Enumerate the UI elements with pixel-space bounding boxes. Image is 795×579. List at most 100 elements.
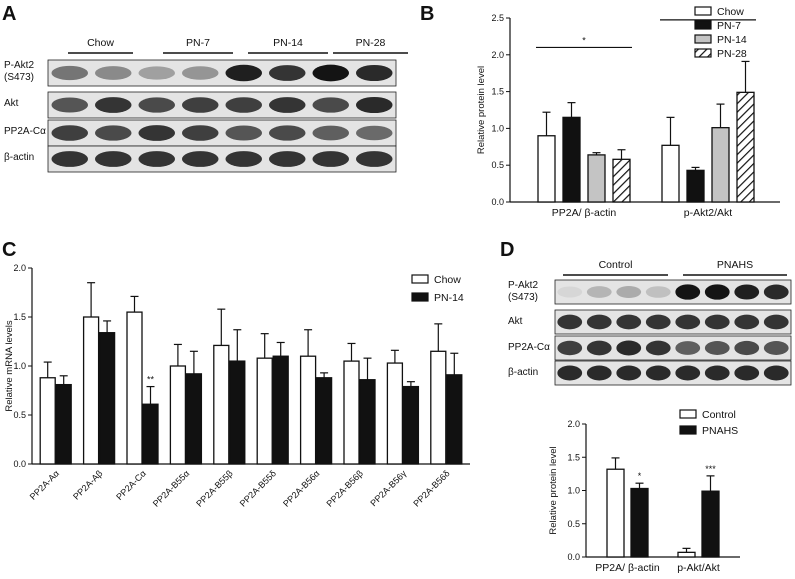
x-tick-label: PP2A/ β-actin [552, 207, 617, 219]
blot-band [225, 64, 263, 82]
blot-rows: Control PNAHS P-Akt2(S473) Akt PP2A-Cα β-acti… [508, 259, 792, 386]
bar [299, 355, 317, 465]
blot-band [557, 340, 583, 356]
blot-band [763, 284, 789, 300]
blot-band [181, 97, 219, 113]
bar-chart-d: 0.0 0.5 1.0 1.5 2.0 Relative protein level PP2… [548, 409, 740, 574]
blot-band [94, 97, 132, 113]
bar [169, 365, 187, 465]
bar [359, 379, 376, 465]
y-axis-title: Relative mRNA levels [4, 320, 15, 412]
blot-band [94, 125, 132, 141]
blot-row-label: β-actin [4, 152, 34, 163]
blot-band [268, 65, 306, 81]
bar [256, 357, 273, 465]
blot-row-label-sub: (S473) [4, 72, 34, 83]
bar [386, 362, 404, 465]
legend-swatch [411, 292, 429, 302]
blot-band [94, 151, 132, 167]
blot-band [586, 340, 612, 356]
blot-band [557, 365, 583, 381]
blot-row-label-sub: (S473) [508, 292, 538, 303]
blot-band [734, 314, 760, 330]
legend-label: Chow [434, 274, 461, 286]
blot-band [586, 314, 612, 330]
bar [701, 490, 720, 558]
bar [587, 154, 606, 203]
blot-band [181, 66, 219, 80]
blot-band [675, 284, 701, 300]
blot-band [355, 151, 393, 167]
blot-band [312, 97, 350, 113]
x-tick-label: p-Akt/Akt [677, 562, 720, 574]
blot-band [51, 125, 89, 141]
bar [402, 385, 420, 465]
x-tick-label: PP2A-Aβ [71, 468, 104, 501]
blot-band [138, 151, 176, 167]
bar [98, 332, 116, 465]
y-tick-label: 1.5 [567, 452, 580, 462]
bar [55, 383, 72, 465]
x-tick-label: PP2A-B55β [194, 468, 234, 508]
y-tick-label: 2.0 [13, 263, 26, 273]
group-label: PN-28 [356, 37, 386, 49]
blot-band [138, 97, 176, 113]
y-tick-label: 1.5 [491, 87, 504, 97]
y-tick-label: 0.0 [13, 459, 26, 469]
bar [229, 360, 246, 465]
blot-row-label: PP2A-Cα [4, 126, 46, 137]
legend-swatch [679, 409, 697, 419]
x-tick-label: p-Akt2/Akt [684, 207, 733, 219]
blot-band [355, 96, 393, 114]
bar [711, 127, 730, 203]
group-label: Chow [87, 37, 114, 49]
bar [430, 350, 447, 465]
blot-band [355, 64, 393, 82]
y-tick-label: 1.0 [491, 123, 504, 133]
legend-label: PN-7 [717, 20, 741, 32]
y-tick-label: 0.5 [567, 519, 580, 529]
blot-band [138, 125, 176, 141]
blot-band [734, 365, 760, 381]
group-label: PN-14 [273, 37, 303, 49]
blot-band [763, 314, 789, 330]
blot-band [704, 365, 730, 381]
bar [677, 551, 696, 558]
x-tick-label: PP2A/ β-actin [595, 562, 660, 574]
blot-band [763, 341, 789, 355]
significance-mark: * [638, 471, 642, 481]
x-tick-label: PP2A-B55α [151, 468, 191, 508]
y-tick-label: 0.5 [13, 410, 26, 420]
x-tick-label: PP2A-Aα [28, 468, 61, 501]
legend-label: PN-14 [434, 292, 464, 304]
y-tick-label: 0.0 [491, 197, 504, 207]
bar-chart-c: 0.0 0.5 1.0 1.5 2.0 Relative mRNA levels PP2A-… [4, 263, 470, 509]
blot-band [557, 286, 583, 298]
blot-band [312, 64, 350, 82]
blot-band [704, 284, 730, 300]
blot-band [268, 97, 306, 113]
blot-rows: Chow PN-7 PN-14 PN-28 P-Akt2(S473) Akt PP2A-Cα… [4, 37, 408, 173]
western-blot-a: Chow PN-7 PN-14 PN-28 P-Akt2(S473) Akt PP2A-Cα… [4, 37, 408, 173]
blot-band [616, 286, 642, 298]
panel-letter-b: B [420, 3, 434, 25]
blot-band [268, 125, 306, 141]
panel-letter-a: A [2, 3, 16, 25]
y-tick-label: 1.0 [13, 361, 26, 371]
legend-label: PN-28 [717, 48, 747, 60]
blot-band [616, 314, 642, 330]
blot-band [645, 340, 671, 356]
blot-band [645, 365, 671, 381]
panel-letter-d: D [500, 239, 514, 261]
blot-band [586, 365, 612, 381]
y-tick-label: 0.5 [491, 160, 504, 170]
blot-band [51, 97, 89, 113]
blot-band [616, 365, 642, 381]
blot-band [355, 125, 393, 141]
blot-band [645, 314, 671, 330]
blot-row-label: β-actin [508, 367, 538, 378]
panel-letter-c: C [2, 239, 16, 261]
blot-band [557, 314, 583, 330]
blot-band [225, 151, 263, 167]
bar-chart-b: 0.0 0.5 1.0 1.5 2.0 2.5 Relative protein level… [476, 6, 780, 219]
